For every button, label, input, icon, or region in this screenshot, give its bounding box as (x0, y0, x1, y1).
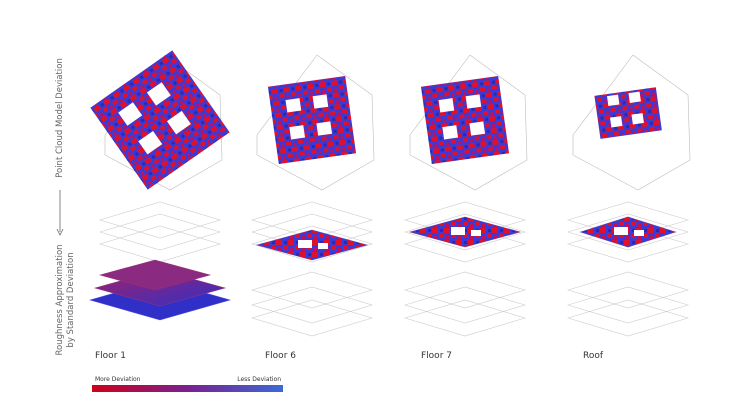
floor-layer (403, 213, 527, 251)
scan-surface (594, 87, 662, 139)
opening (438, 98, 455, 113)
floor-layer (250, 286, 374, 324)
opening (166, 110, 191, 135)
opening (318, 243, 328, 249)
opening (469, 121, 486, 136)
floor-layer (566, 299, 690, 337)
opening (138, 130, 163, 155)
floor-layer (566, 213, 690, 251)
row-label: Roughness Approximation (55, 244, 65, 355)
building-outline (104, 54, 223, 191)
floor-layer (403, 286, 527, 324)
floor-layer (98, 201, 222, 239)
opening (312, 94, 329, 109)
floor-layer (250, 225, 374, 263)
opening (316, 121, 333, 136)
scan (90, 50, 230, 190)
opening (471, 230, 481, 236)
building-outline (572, 54, 691, 191)
row-label: by Standard Deviation (66, 252, 76, 347)
opening (298, 240, 312, 248)
floor-layer (250, 271, 374, 309)
scan (267, 75, 357, 165)
building-outline (409, 54, 528, 191)
opening (442, 125, 459, 140)
scan (594, 87, 662, 139)
panel-label: Floor 7 (421, 351, 452, 361)
panel-label: Roof (583, 351, 604, 361)
panel-label: Floor 6 (265, 351, 296, 361)
opening (146, 82, 171, 106)
opening (634, 230, 644, 236)
floor-layer (98, 213, 222, 251)
floor-layer (403, 271, 527, 309)
scan-surface (267, 75, 357, 165)
opening (610, 116, 623, 128)
legend-label: Less Deviation (237, 376, 281, 383)
opening (628, 91, 641, 103)
floor-layer (566, 271, 690, 309)
legend-gradient (92, 385, 283, 392)
opening (118, 102, 143, 126)
row-label: Point Cloud Model Deviation (55, 58, 65, 178)
opening (606, 94, 620, 106)
panel-label: Floor 1 (95, 351, 126, 361)
scan (420, 75, 510, 165)
floor-layer (566, 286, 690, 324)
floor-layer (98, 225, 222, 263)
opening (465, 94, 482, 109)
arrow-head (56, 228, 64, 236)
scan-surface (420, 75, 510, 165)
scan-surface (90, 50, 230, 190)
floor-layer (403, 299, 527, 337)
opening (451, 227, 465, 235)
opening (631, 113, 644, 125)
floor-layer (250, 299, 374, 337)
legend-label: More Deviation (95, 376, 141, 383)
opening (289, 125, 306, 140)
opening (614, 227, 628, 235)
floor-layer (98, 259, 212, 291)
building-outline (256, 54, 375, 191)
opening (285, 98, 302, 113)
